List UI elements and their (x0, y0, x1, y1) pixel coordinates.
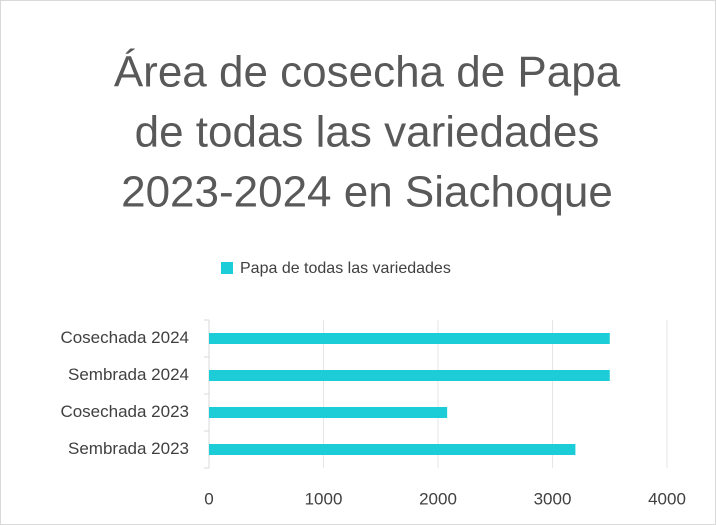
bar (209, 444, 576, 455)
x-tick-label: 1000 (305, 489, 343, 508)
x-tick-label: 2000 (419, 489, 457, 508)
y-tick-label: Cosechada 2023 (60, 402, 189, 421)
x-tick-label: 3000 (534, 489, 572, 508)
bar (209, 370, 610, 381)
chart-title: Área de cosecha de Papa (114, 48, 621, 97)
x-tick-label: 4000 (648, 489, 686, 508)
y-tick-label: Cosechada 2024 (60, 328, 189, 347)
bar (209, 407, 448, 418)
chart-title: 2023-2024 en Siachoque (121, 168, 613, 217)
legend-swatch (221, 262, 233, 274)
x-tick-label: 0 (204, 489, 213, 508)
bar (209, 333, 610, 344)
y-tick-label: Sembrada 2024 (68, 365, 189, 384)
chart-title: de todas las variedades (135, 108, 600, 157)
legend-label: Papa de todas las variedades (240, 260, 451, 277)
y-tick-label: Sembrada 2023 (68, 439, 189, 458)
